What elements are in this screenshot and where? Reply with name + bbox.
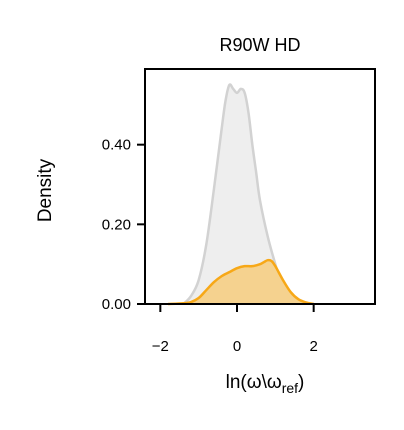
y-axis-label: Density <box>35 158 56 222</box>
x-axis: −2 0 2 <box>152 304 318 355</box>
x-axis-label-main: ln(ω\ω <box>226 372 282 393</box>
x-tick-label: 0 <box>233 338 241 355</box>
plot-frame <box>144 68 376 305</box>
x-axis-label: ln(ω\ωref) <box>226 372 305 396</box>
density-curve-background <box>182 83 299 306</box>
series-layer <box>167 83 314 306</box>
x-tick-label: 2 <box>309 338 317 355</box>
x-axis-label-close: ) <box>298 372 304 393</box>
y-tick-label: 0.00 <box>102 296 131 313</box>
y-axis: 0.00 0.20 0.40 <box>102 137 145 313</box>
plot-area <box>144 68 376 306</box>
x-axis-label-subscript: ref <box>282 380 298 396</box>
y-tick-label: 0.40 <box>102 137 131 154</box>
y-tick-label: 0.20 <box>102 216 131 233</box>
density-curve-highlight <box>167 258 314 306</box>
density-area-background <box>183 84 299 304</box>
x-tick-label: −2 <box>152 338 169 355</box>
chart-title: R90W HD <box>219 35 300 55</box>
